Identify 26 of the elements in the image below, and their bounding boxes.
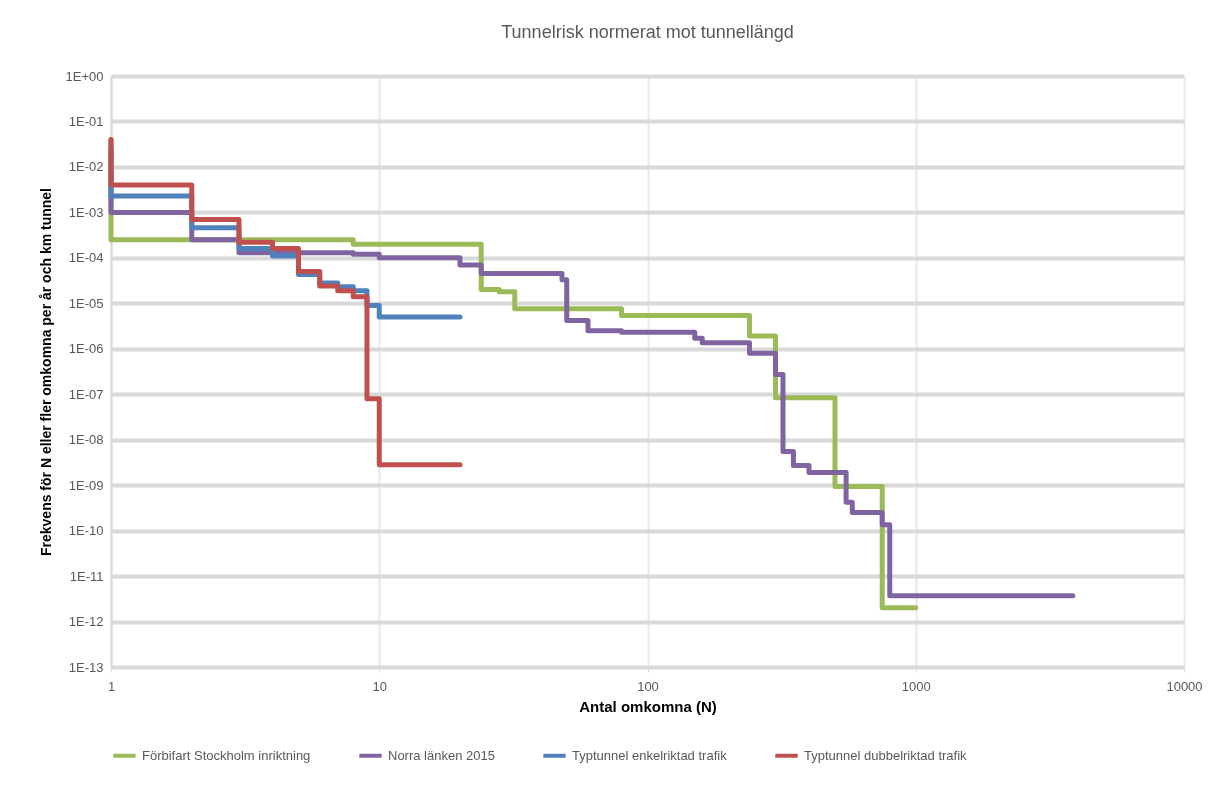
legend-label: Typtunnel dubbelriktad trafik bbox=[804, 747, 968, 763]
legend-label: Norra länken 2015 bbox=[388, 747, 495, 763]
y-tick-label: 1E-07 bbox=[68, 386, 104, 402]
y-tick-label: 1E-12 bbox=[68, 614, 104, 630]
y-tick-label: 1E-11 bbox=[69, 568, 104, 584]
y-tick-label: 1E+00 bbox=[65, 68, 104, 84]
chart-title: Tunnelrisk normerat mot tunnellängd bbox=[501, 22, 794, 42]
x-tick-label: 10 bbox=[372, 678, 387, 694]
legend-label: Typtunnel enkelriktad trafik bbox=[572, 747, 728, 763]
y-tick-label: 1E-01 bbox=[68, 113, 104, 129]
y-tick-label: 1E-05 bbox=[68, 295, 104, 311]
y-tick-label: 1E-10 bbox=[68, 523, 104, 539]
x-tick-label: 1000 bbox=[901, 678, 931, 694]
legend-label: Förbifart Stockholm inriktning bbox=[142, 747, 311, 763]
x-tick-label: 10000 bbox=[1166, 678, 1203, 694]
y-tick-label: 1E-04 bbox=[68, 250, 104, 266]
y-tick-label: 1E-02 bbox=[68, 159, 104, 175]
x-tick-label: 100 bbox=[637, 678, 659, 694]
y-tick-label: 1E-03 bbox=[68, 204, 104, 220]
x-tick-label: 1 bbox=[107, 678, 116, 694]
y-tick-label: 1E-09 bbox=[68, 477, 104, 493]
y-axis-title: Frekvens för N eller fler omkomna per år och km tunnel bbox=[37, 188, 54, 556]
y-tick-label: 1E-13 bbox=[68, 659, 104, 675]
y-tick-label: 1E-06 bbox=[68, 341, 104, 357]
x-axis-title: Antal omkomna (N) bbox=[579, 697, 717, 715]
y-tick-label: 1E-08 bbox=[68, 432, 104, 448]
